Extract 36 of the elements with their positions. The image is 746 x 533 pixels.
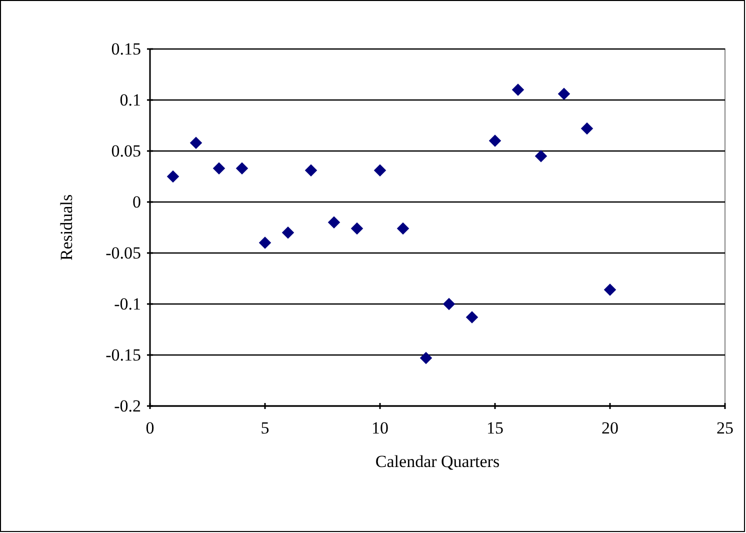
y-tick-label: 0 <box>132 192 141 212</box>
x-tick-label: 5 <box>260 418 270 438</box>
x-tick-label: 20 <box>602 418 618 438</box>
y-tick-label: 0.05 <box>111 141 141 160</box>
point <box>350 222 364 235</box>
x-axis-title: Calendar Quarters <box>375 452 500 471</box>
y-tick-label: -0.05 <box>106 243 141 262</box>
point <box>558 88 570 100</box>
point <box>190 136 202 149</box>
point <box>534 150 548 162</box>
point <box>282 226 294 239</box>
point <box>512 84 524 96</box>
y-tick-label: 0.15 <box>111 39 141 58</box>
y-tick-label: -0.15 <box>106 345 141 364</box>
point <box>212 162 226 174</box>
point <box>304 164 318 177</box>
point <box>396 222 410 235</box>
y-axis-title: Residuals <box>57 194 76 261</box>
x-tick-label: 25 <box>716 418 734 438</box>
point <box>374 164 386 177</box>
point <box>420 352 432 364</box>
point <box>442 298 456 310</box>
point <box>466 311 478 324</box>
point <box>580 122 594 135</box>
x-tick-label: 0 <box>146 418 154 438</box>
point <box>488 134 502 147</box>
y-tick-label: -0.2 <box>114 396 141 416</box>
point <box>236 162 248 174</box>
y-tick-label: -0.1 <box>114 294 141 314</box>
x-tick-label: 15 <box>486 418 504 438</box>
point <box>604 284 616 296</box>
x-tick-label: 10 <box>372 418 388 438</box>
point <box>166 170 180 183</box>
y-tick-label: 0.1 <box>120 90 141 110</box>
point <box>328 216 340 229</box>
point <box>258 236 272 249</box>
